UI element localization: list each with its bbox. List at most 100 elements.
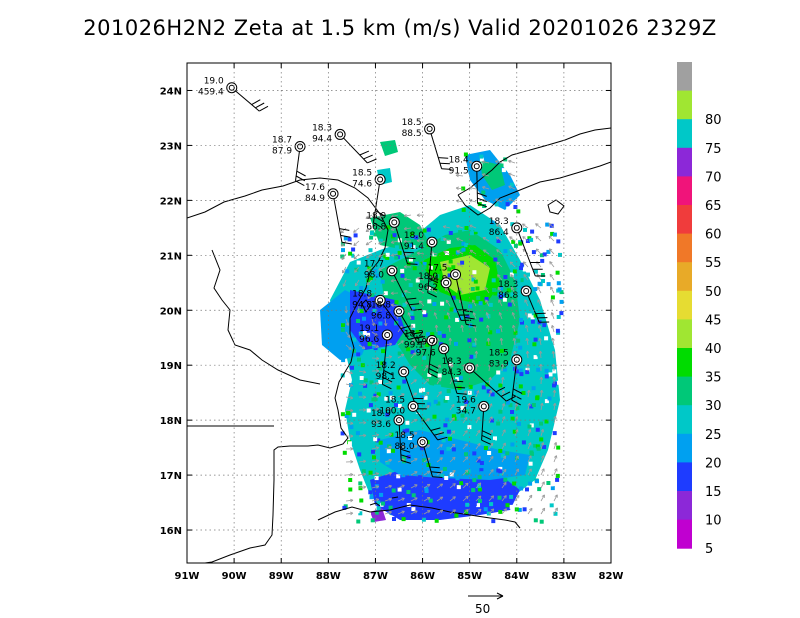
wind-arrow-head <box>400 353 405 358</box>
field-pixel <box>361 469 366 474</box>
field-pixel <box>517 518 522 522</box>
field-pixel <box>460 506 464 511</box>
wind-arrow-head <box>365 242 370 246</box>
wind-arrow <box>487 337 490 346</box>
field-pixel <box>519 492 524 497</box>
field-pixel <box>378 366 383 371</box>
wind-arrow <box>443 251 451 255</box>
wind-barb-flag <box>432 476 443 478</box>
field-pixel <box>446 446 451 451</box>
wind-arrow <box>461 325 464 333</box>
wind-arrow <box>435 324 438 333</box>
field-pixel <box>422 265 427 270</box>
field-pixel <box>401 517 406 522</box>
station-value-bottom: 86.4 <box>489 228 509 238</box>
field-pixel <box>437 331 442 336</box>
wind-barb-flag <box>463 310 474 313</box>
field-pixel <box>359 376 364 380</box>
wind-arrow-head <box>414 484 418 488</box>
wind-barb-staff <box>339 134 368 164</box>
field-pixel <box>372 309 377 313</box>
field-pixel <box>529 404 534 409</box>
wind-arrow <box>484 287 490 294</box>
wind-arrow <box>436 496 444 502</box>
wind-arrow <box>384 407 392 411</box>
wind-arrow <box>456 225 464 229</box>
wind-arrow <box>527 455 532 463</box>
wind-arrow-head <box>477 508 482 513</box>
field-pixel <box>409 311 414 316</box>
field-pixel <box>487 451 492 455</box>
wind-arrow-head <box>539 363 543 367</box>
field-pixel <box>513 205 518 209</box>
field-pixel <box>420 257 425 262</box>
field-pixel <box>447 267 452 272</box>
wind-arrow-head <box>525 350 530 354</box>
station-value-bottom: 459.4 <box>198 88 224 98</box>
wind-arrow-head <box>390 278 395 283</box>
field-pixel <box>466 496 471 501</box>
field-pixel <box>490 418 494 423</box>
wind-arrow <box>475 364 478 372</box>
wind-arrow-head <box>541 507 546 512</box>
wind-arrow-head <box>456 262 461 266</box>
wind-arrow-head <box>378 228 382 232</box>
wind-arrow-head <box>416 251 420 256</box>
field-pixel <box>341 358 346 363</box>
field-pixel <box>527 424 532 429</box>
station-marker-icon <box>393 305 405 317</box>
wind-arrow-head <box>477 443 481 447</box>
wind-arrow-head <box>439 509 444 513</box>
field-pixel <box>435 293 440 298</box>
station-marker-inner <box>396 417 402 424</box>
field-pixel <box>344 465 349 470</box>
wind-arrow-head <box>447 324 452 329</box>
field-pixel <box>447 273 452 278</box>
station-value-top: 19.0 <box>204 77 224 87</box>
wind-arrow-head <box>390 240 395 244</box>
wind-arrow-head <box>550 286 554 290</box>
station-value-top: 18.0 <box>404 231 424 241</box>
field-pixel <box>435 439 440 443</box>
wind-barb-flag <box>374 216 384 223</box>
wind-arrow-head <box>514 416 519 420</box>
wind-arrow-head <box>524 299 528 303</box>
wind-arrow-head <box>438 391 442 395</box>
wind-arrow <box>488 416 493 424</box>
field-pixel <box>381 451 386 456</box>
field-pixel <box>444 315 449 320</box>
wind-barb-flag <box>439 162 450 165</box>
field-pixel <box>510 442 515 447</box>
wind-arrow-head <box>500 376 505 381</box>
wind-arrow-head <box>552 389 557 393</box>
wind-barb-flag <box>405 257 416 260</box>
wind-arrow-head <box>535 248 540 252</box>
field-pixel <box>518 345 523 350</box>
field-pixel <box>489 502 494 507</box>
wind-arrow-head <box>438 377 442 382</box>
wind-arrow-head <box>378 267 382 271</box>
field-pixel <box>480 228 485 233</box>
field-pixel <box>521 440 526 445</box>
wind-arrow <box>447 312 451 320</box>
wind-arrow-head <box>464 430 468 434</box>
wind-arrow <box>345 383 353 387</box>
wind-arrow <box>458 287 464 294</box>
field-pixel <box>558 252 562 257</box>
wind-arrow <box>410 432 418 437</box>
wind-arrow-head <box>417 276 421 281</box>
wind-arrow-head <box>554 494 558 498</box>
wind-arrow-head <box>512 350 517 354</box>
wind-arrow <box>343 279 347 287</box>
wind-arrow-head <box>412 352 416 356</box>
station-marker-icon <box>334 128 346 140</box>
wind-arrow <box>488 442 494 450</box>
field-pixel <box>353 233 358 238</box>
field-pixel <box>371 449 375 454</box>
wind-arrow <box>455 174 464 177</box>
wind-arrow <box>540 442 544 450</box>
wind-arrow <box>404 278 412 281</box>
field-pixel <box>539 253 544 258</box>
wind-arrow-head <box>499 337 504 342</box>
field-pixel <box>432 302 437 306</box>
